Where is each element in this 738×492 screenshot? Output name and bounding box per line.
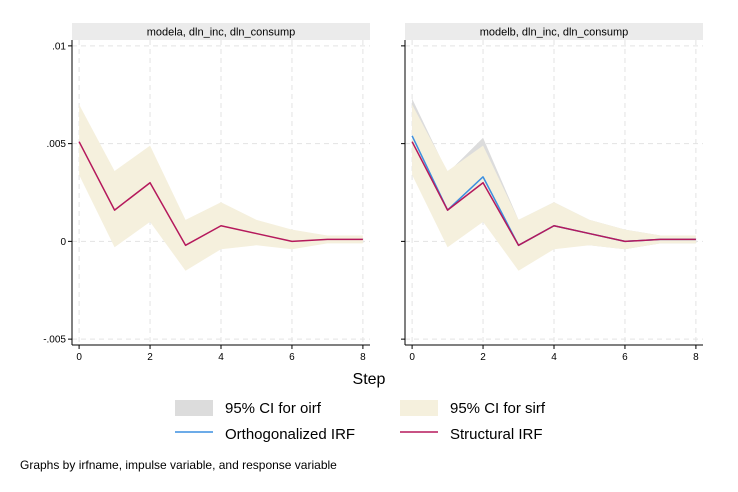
legend-label: 95% CI for oirf xyxy=(225,400,322,417)
x-tick-label: 0 xyxy=(76,352,82,363)
x-tick-label: 4 xyxy=(218,352,224,363)
panel-title-strip xyxy=(72,23,370,40)
x-tick-label: 2 xyxy=(480,352,486,363)
x-tick-label: 8 xyxy=(693,352,699,363)
y-tick-label: .01 xyxy=(52,41,66,52)
legend-item-sirf: Structural IRF xyxy=(400,426,543,443)
legend-label: Structural IRF xyxy=(450,426,543,443)
legend-swatch xyxy=(175,400,213,416)
x-tick-label: 6 xyxy=(622,352,628,363)
legend: 95% CI for oirf 95% CI for sirf Orthogonal… xyxy=(175,400,546,443)
legend-swatch xyxy=(400,400,438,416)
legend-item-ci_oirf: 95% CI for oirf xyxy=(175,400,322,417)
legend-item-oirf: Orthogonalized IRF xyxy=(175,426,355,443)
panel-title: modelb, dln_inc, dln_consump xyxy=(480,27,629,39)
panel-title-strip xyxy=(405,23,703,40)
panel-title: modela, dln_inc, dln_consump xyxy=(147,27,296,39)
panel-1: modela, dln_inc, dln_consump 0 2 4 6 8 .01 .005… xyxy=(43,23,370,363)
legend-item-ci_sirf: 95% CI for sirf xyxy=(400,400,546,417)
panels: modela, dln_inc, dln_consump 0 2 4 6 8 .01 .005… xyxy=(43,23,703,363)
x-tick-label: 8 xyxy=(360,352,366,363)
sirf-ci-band xyxy=(412,104,696,271)
y-tick-label: -.005 xyxy=(43,335,66,346)
y-tick-label: 0 xyxy=(60,237,66,248)
sirf-ci-band xyxy=(79,104,363,271)
legend-label: Orthogonalized IRF xyxy=(225,426,355,443)
sirf-line xyxy=(78,141,363,247)
oirf-ci-band xyxy=(412,98,696,269)
x-tick-label: 6 xyxy=(289,352,295,363)
panel-2: modelb, dln_inc, dln_consump 0 2 4 6 8 xyxy=(401,23,703,363)
graph-note: Graphs by irfname, impulse variable, and… xyxy=(20,458,337,472)
x-tick-label: 0 xyxy=(409,352,415,363)
x-tick-label: 4 xyxy=(551,352,557,363)
sirf-line xyxy=(411,141,696,247)
y-tick-label: .005 xyxy=(47,139,67,150)
x-axis-title: Step xyxy=(353,371,386,388)
x-tick-label: 2 xyxy=(147,352,153,363)
legend-label: 95% CI for sirf xyxy=(450,400,546,417)
